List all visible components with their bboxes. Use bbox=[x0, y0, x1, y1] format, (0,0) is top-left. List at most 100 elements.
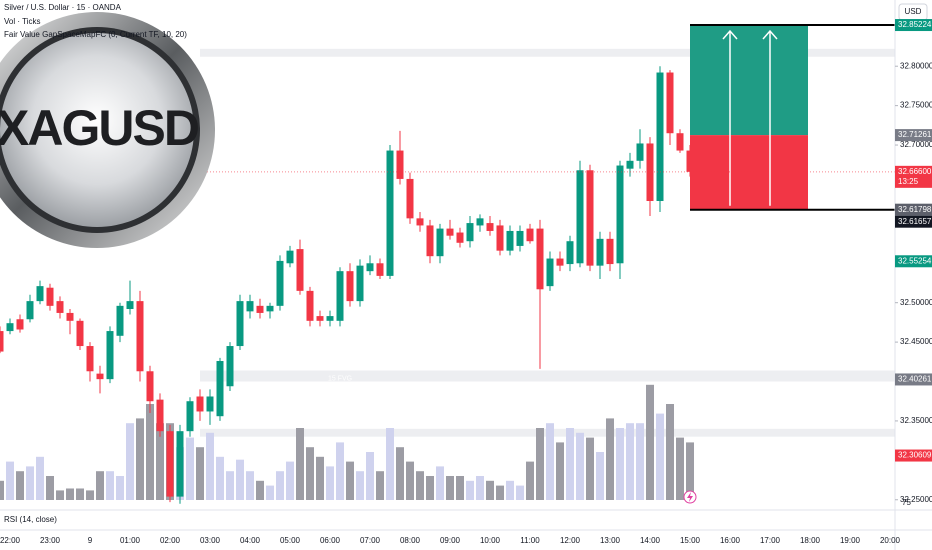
volume-bar bbox=[416, 471, 424, 500]
candle-body bbox=[206, 396, 214, 412]
price-tag-label: 32.40261 bbox=[898, 375, 932, 384]
x-tick-label: 09:00 bbox=[440, 536, 461, 545]
position-profit bbox=[690, 25, 808, 136]
candle-body bbox=[66, 312, 74, 321]
x-tick-label: 19:00 bbox=[840, 536, 861, 545]
volume-bar bbox=[586, 437, 594, 500]
volume-bar bbox=[686, 442, 694, 500]
candle-body bbox=[266, 305, 274, 312]
candle-body bbox=[416, 218, 424, 226]
volume-bar bbox=[646, 384, 654, 500]
candle-body bbox=[176, 431, 184, 497]
candle-body bbox=[236, 301, 244, 347]
price-tag-label: 32.61798 bbox=[898, 205, 932, 214]
price-tag bbox=[895, 373, 932, 386]
volume-bar bbox=[396, 447, 404, 500]
y-tick-label: 32.50000 bbox=[900, 298, 932, 307]
price-tag-label: 32.55254 bbox=[898, 256, 932, 265]
candle-body bbox=[496, 225, 504, 251]
volume-bar bbox=[346, 461, 354, 500]
volume-bar bbox=[456, 476, 464, 500]
x-tick-label: 20:00 bbox=[880, 536, 901, 545]
volume-bar bbox=[196, 447, 204, 500]
candle-body bbox=[116, 305, 124, 336]
rsi-legend: RSI (14, close) bbox=[4, 515, 57, 524]
volume-bar bbox=[596, 452, 604, 500]
volume-bar bbox=[406, 461, 414, 500]
candle-body bbox=[166, 431, 174, 497]
candle-body bbox=[486, 223, 494, 231]
volume-bar bbox=[426, 476, 434, 500]
candle-body bbox=[196, 396, 204, 412]
candle-body bbox=[246, 301, 254, 312]
candle-body bbox=[136, 301, 144, 372]
candle-body bbox=[26, 301, 34, 320]
candle-body bbox=[646, 143, 654, 202]
price-tag bbox=[895, 129, 932, 142]
volume-bar bbox=[576, 432, 584, 500]
price-tag-label: 32.71261 bbox=[898, 130, 932, 139]
volume-bar bbox=[286, 461, 294, 500]
candle-body bbox=[606, 238, 614, 265]
currency-label: USD bbox=[905, 7, 922, 16]
candle-body bbox=[436, 228, 444, 257]
y-tick-label: 32.45000 bbox=[900, 337, 932, 346]
volume-bar bbox=[296, 428, 304, 500]
volume-bar bbox=[616, 428, 624, 500]
x-tick-label: 01:00 bbox=[120, 536, 141, 545]
volume-bar bbox=[156, 423, 164, 500]
fvg-label: 15 FVG bbox=[328, 375, 352, 382]
indicator-legend: Vol · Ticks bbox=[4, 17, 40, 26]
candle-body bbox=[326, 316, 334, 321]
candle-body bbox=[336, 271, 344, 321]
volume-bar bbox=[96, 471, 104, 500]
x-tick-label: 17:00 bbox=[760, 536, 781, 545]
price-tag-label: 32.61657 bbox=[898, 217, 932, 226]
volume-bar bbox=[626, 423, 634, 500]
price-tag-countdown: 13:25 bbox=[898, 177, 919, 186]
volume-bar bbox=[336, 442, 344, 500]
candle-body bbox=[286, 250, 294, 264]
candle-body bbox=[296, 249, 304, 291]
candle-body bbox=[636, 143, 644, 161]
volume-bar bbox=[556, 442, 564, 500]
price-tag-label: 32.30609 bbox=[898, 451, 932, 460]
volume-bar bbox=[376, 471, 384, 500]
candle-body bbox=[596, 238, 604, 266]
volume-bar bbox=[116, 476, 124, 500]
volume-bar bbox=[486, 480, 494, 500]
x-tick-label: 04:00 bbox=[240, 536, 261, 545]
candle-body bbox=[0, 331, 4, 352]
candle-body bbox=[96, 373, 104, 380]
volume-bar bbox=[466, 480, 474, 500]
volume-bar bbox=[326, 466, 334, 500]
x-tick-label: 9 bbox=[88, 536, 93, 545]
candle-body bbox=[386, 150, 394, 276]
volume-bar bbox=[0, 480, 4, 500]
volume-bar bbox=[136, 418, 144, 500]
price-tag bbox=[895, 19, 932, 32]
candle-body bbox=[666, 72, 674, 134]
volume-bar bbox=[236, 459, 244, 500]
volume-bar bbox=[106, 471, 114, 500]
volume-bar bbox=[566, 428, 574, 500]
volume-bar bbox=[516, 485, 524, 500]
candle-body bbox=[516, 230, 524, 246]
price-tag-label: 32.85224 bbox=[898, 20, 932, 29]
candle-body bbox=[156, 399, 164, 432]
x-tick-label: 11:00 bbox=[520, 536, 540, 545]
y-tick-label: 32.25000 bbox=[900, 495, 932, 504]
candle-body bbox=[616, 165, 624, 264]
x-tick-label: 05:00 bbox=[280, 536, 301, 545]
volume-bar bbox=[256, 480, 264, 500]
logo-text: XAGUSD bbox=[0, 100, 199, 156]
volume-bar bbox=[536, 428, 544, 500]
candle-body bbox=[676, 133, 684, 151]
candle-body bbox=[366, 263, 374, 272]
volume-bar bbox=[636, 423, 644, 500]
volume-bar bbox=[436, 466, 444, 500]
volume-bar bbox=[356, 471, 364, 500]
candle-body bbox=[586, 170, 594, 266]
plot-area bbox=[0, 24, 895, 504]
